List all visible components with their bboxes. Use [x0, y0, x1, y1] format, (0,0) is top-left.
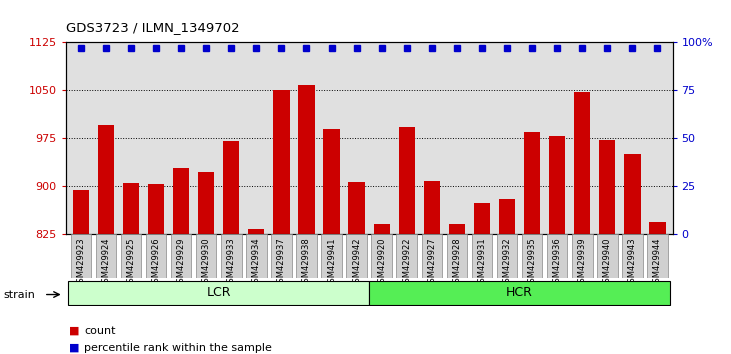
- Text: GSM429937: GSM429937: [277, 237, 286, 288]
- Text: GSM429922: GSM429922: [402, 237, 412, 288]
- FancyBboxPatch shape: [71, 234, 91, 278]
- FancyBboxPatch shape: [497, 234, 518, 278]
- Bar: [474, 203, 490, 234]
- Text: GSM429935: GSM429935: [528, 237, 537, 288]
- Text: count: count: [84, 326, 115, 336]
- FancyBboxPatch shape: [171, 234, 192, 278]
- Bar: [249, 229, 265, 234]
- FancyBboxPatch shape: [221, 234, 241, 278]
- Bar: [148, 184, 164, 234]
- Text: GSM429936: GSM429936: [553, 237, 561, 288]
- Bar: [349, 182, 365, 234]
- Bar: [198, 172, 214, 234]
- Text: GSM429942: GSM429942: [352, 237, 361, 288]
- FancyBboxPatch shape: [572, 234, 593, 278]
- Text: GSM429927: GSM429927: [428, 237, 436, 288]
- FancyBboxPatch shape: [196, 234, 216, 278]
- Bar: [223, 141, 240, 234]
- Bar: [68, 281, 369, 305]
- FancyBboxPatch shape: [321, 234, 342, 278]
- Bar: [273, 90, 289, 234]
- Text: GSM429938: GSM429938: [302, 237, 311, 288]
- Text: GSM429926: GSM429926: [151, 237, 161, 288]
- Text: GSM429941: GSM429941: [327, 237, 336, 288]
- FancyBboxPatch shape: [522, 234, 542, 278]
- FancyBboxPatch shape: [396, 234, 417, 278]
- FancyBboxPatch shape: [346, 234, 367, 278]
- Bar: [599, 140, 616, 234]
- FancyBboxPatch shape: [547, 234, 567, 278]
- Bar: [549, 136, 565, 234]
- FancyBboxPatch shape: [246, 234, 267, 278]
- Bar: [72, 190, 89, 234]
- Text: GSM429920: GSM429920: [377, 237, 386, 288]
- Bar: [298, 85, 314, 234]
- Text: percentile rank within the sample: percentile rank within the sample: [84, 343, 272, 353]
- Text: GSM429943: GSM429943: [628, 237, 637, 288]
- FancyBboxPatch shape: [121, 234, 141, 278]
- Bar: [649, 222, 666, 234]
- Text: GSM429928: GSM429928: [452, 237, 461, 288]
- Text: GDS3723 / ILMN_1349702: GDS3723 / ILMN_1349702: [66, 21, 240, 34]
- Text: GSM429923: GSM429923: [76, 237, 86, 288]
- Text: GSM429934: GSM429934: [252, 237, 261, 288]
- Bar: [369, 281, 670, 305]
- FancyBboxPatch shape: [622, 234, 643, 278]
- Bar: [624, 154, 640, 234]
- Text: GSM429929: GSM429929: [177, 237, 186, 288]
- Text: LCR: LCR: [206, 286, 231, 299]
- FancyBboxPatch shape: [371, 234, 392, 278]
- Text: HCR: HCR: [506, 286, 533, 299]
- Bar: [374, 224, 390, 234]
- Text: GSM429924: GSM429924: [102, 237, 110, 288]
- Text: GSM429933: GSM429933: [227, 237, 236, 288]
- Bar: [323, 129, 340, 234]
- Text: GSM429931: GSM429931: [477, 237, 486, 288]
- Bar: [173, 168, 189, 234]
- Bar: [449, 224, 465, 234]
- FancyBboxPatch shape: [145, 234, 167, 278]
- Bar: [499, 199, 515, 234]
- Text: GSM429930: GSM429930: [202, 237, 211, 288]
- FancyBboxPatch shape: [296, 234, 317, 278]
- Text: ■: ■: [69, 326, 80, 336]
- Bar: [424, 181, 440, 234]
- Bar: [524, 132, 540, 234]
- FancyBboxPatch shape: [597, 234, 618, 278]
- Bar: [98, 125, 114, 234]
- Text: strain: strain: [4, 290, 36, 299]
- Text: GSM429932: GSM429932: [502, 237, 512, 288]
- Bar: [398, 127, 415, 234]
- FancyBboxPatch shape: [422, 234, 442, 278]
- FancyBboxPatch shape: [471, 234, 492, 278]
- Bar: [574, 92, 591, 234]
- Text: GSM429944: GSM429944: [653, 237, 662, 288]
- Text: GSM429939: GSM429939: [577, 237, 587, 288]
- Text: ■: ■: [69, 343, 80, 353]
- FancyBboxPatch shape: [447, 234, 467, 278]
- FancyBboxPatch shape: [647, 234, 667, 278]
- Bar: [123, 183, 139, 234]
- Text: GSM429925: GSM429925: [126, 237, 135, 288]
- FancyBboxPatch shape: [271, 234, 292, 278]
- FancyBboxPatch shape: [96, 234, 116, 278]
- Text: GSM429940: GSM429940: [603, 237, 612, 288]
